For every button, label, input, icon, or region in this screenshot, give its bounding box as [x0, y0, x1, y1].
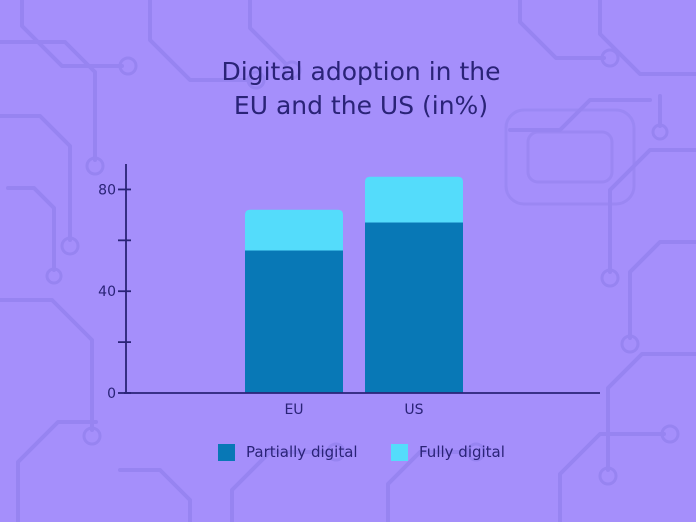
bar-us-fully-digital	[365, 176, 463, 223]
legend-label-fully-digital: Fully digital	[419, 443, 505, 461]
x-tick-label-eu: EU	[284, 402, 303, 418]
bar-eu-fully-digital	[245, 209, 343, 251]
legend-label-partially-digital: Partially digital	[246, 443, 358, 461]
legend: Partially digital Fully digital	[218, 443, 505, 461]
chart-title-line-2: EU and the US (in%)	[234, 91, 488, 120]
legend-swatch-fully-digital	[391, 444, 408, 461]
legend-swatch-partially-digital	[218, 444, 235, 461]
bars-layer	[245, 176, 463, 393]
bar-us-partially-digital	[365, 222, 463, 393]
x-labels: EU US	[284, 402, 423, 418]
y-tick-label-0: 0	[107, 386, 116, 402]
x-tick-label-us: US	[404, 402, 423, 418]
y-tick-label-80: 80	[98, 182, 116, 198]
chart-title-line-1: Digital adoption in the	[222, 57, 501, 86]
y-ticks: 0 40 80	[98, 182, 131, 402]
y-tick-label-40: 40	[98, 284, 116, 300]
bar-eu-partially-digital	[245, 250, 343, 393]
